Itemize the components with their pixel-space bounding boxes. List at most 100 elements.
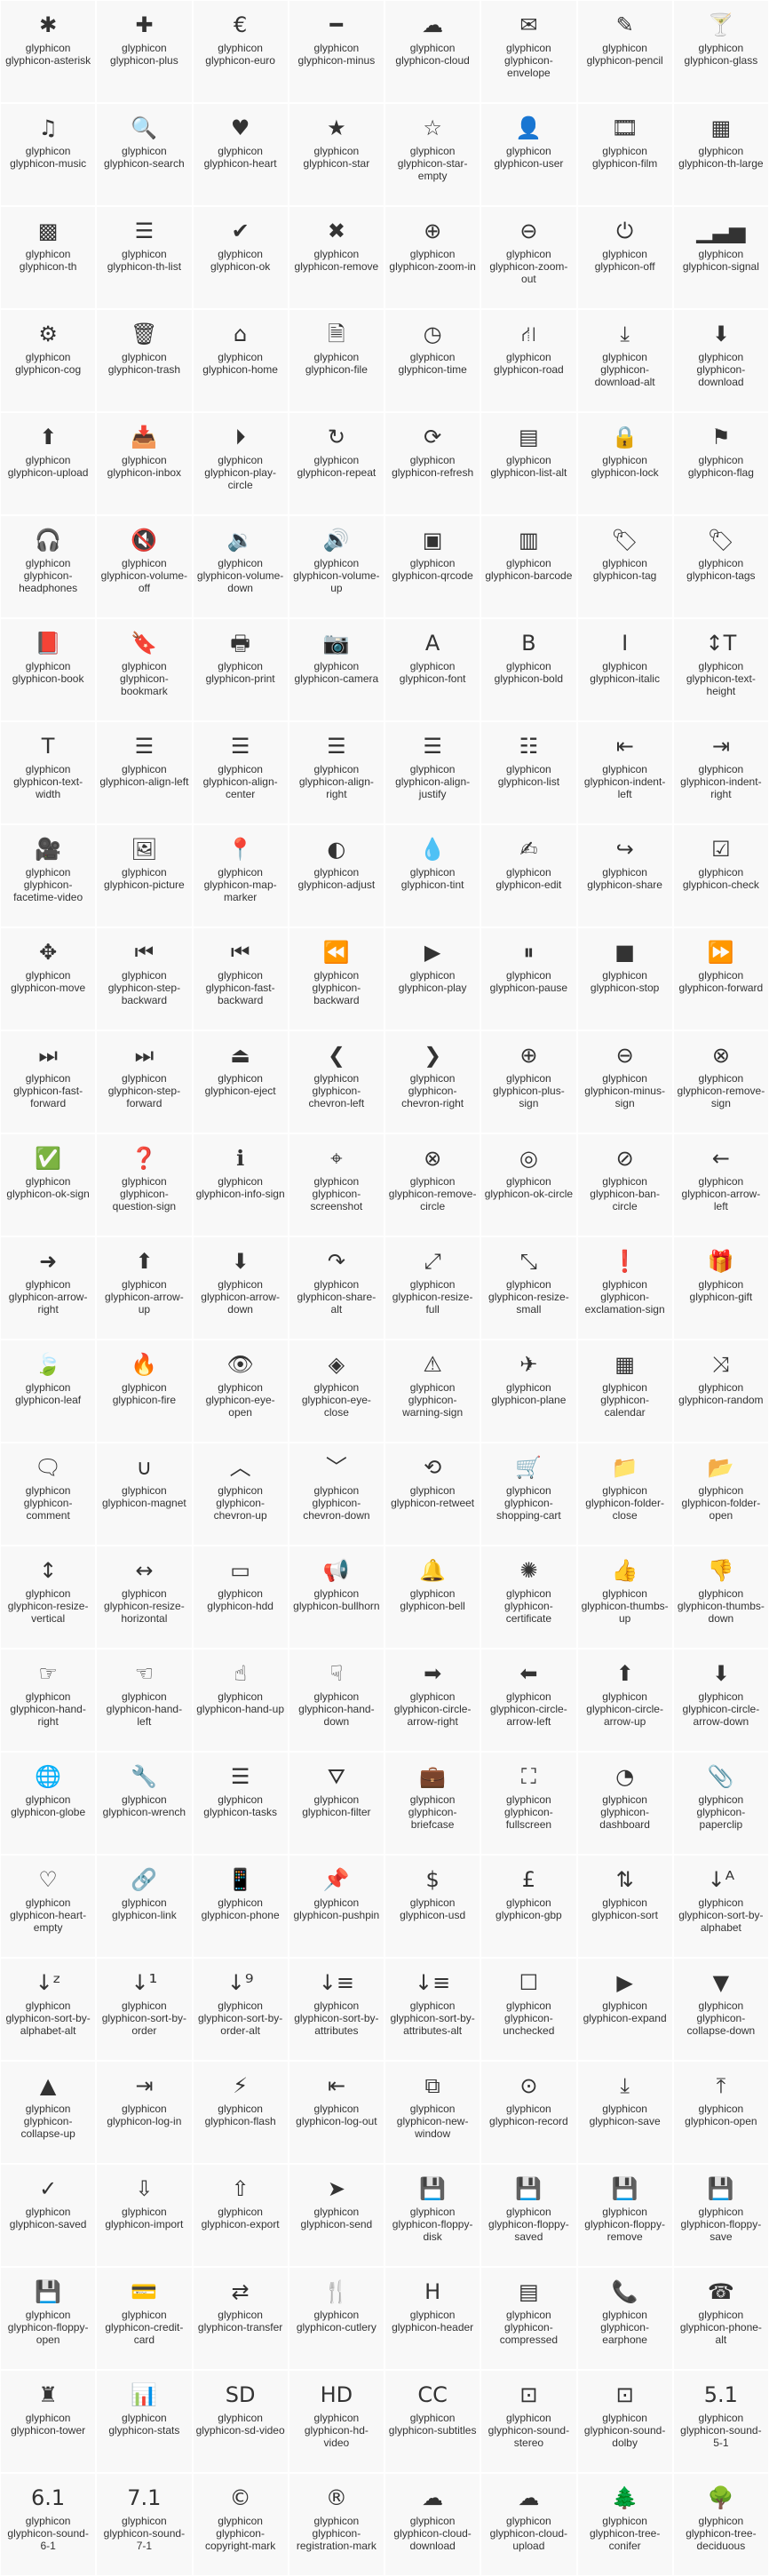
icon-label: glyphicon glyphicon-sd-video — [195, 2412, 285, 2437]
import-icon: ⇩ — [135, 2176, 154, 2201]
icon-label: glyphicon glyphicon-align-center — [202, 763, 278, 800]
facetime-video-icon: 🎥 — [35, 837, 62, 862]
remove-sign-icon: ⊗ — [711, 1043, 730, 1068]
icon-cell: 📁 glyphicon glyphicon-folder-close — [576, 1443, 673, 1546]
icon-label: glyphicon glyphicon-arrow-down — [201, 1278, 280, 1316]
icon-label: glyphicon glyphicon-ban-circle — [590, 1175, 660, 1212]
compressed-icon: ▤ — [519, 2279, 539, 2304]
icon-label: glyphicon glyphicon-barcode — [485, 557, 573, 582]
icon-label: glyphicon glyphicon-phone — [201, 1896, 280, 1921]
icon-cell: ↔ glyphicon glyphicon-resize-horizontal — [96, 1546, 193, 1649]
icon-cell: ★ glyphicon glyphicon-star — [288, 103, 384, 206]
icon-label: glyphicon glyphicon-open — [685, 2103, 757, 2127]
icon-cell: ▶ glyphicon glyphicon-play — [384, 927, 481, 1030]
icon-label: glyphicon glyphicon-text-height — [686, 660, 756, 697]
phone-icon: 📱 — [226, 1867, 254, 1892]
icon-label: glyphicon glyphicon-italic — [590, 660, 660, 685]
icon-label: glyphicon glyphicon-circle-arrow-up — [586, 1690, 663, 1728]
zoom-in-icon: ⊕ — [424, 219, 442, 243]
icon-cell: ⏻ glyphicon glyphicon-off — [576, 206, 673, 309]
text-width-icon: T — [41, 734, 55, 759]
icon-cell: ☰ glyphicon glyphicon-align-right — [288, 721, 384, 824]
icon-cell: 💾 glyphicon glyphicon-floppy-open — [0, 2267, 97, 2370]
collapse-up-icon: ▲ — [39, 2073, 57, 2098]
icon-label: glyphicon glyphicon-sort-by-attributes-a… — [390, 2000, 475, 2037]
icon-label: glyphicon glyphicon-compressed — [499, 2309, 559, 2346]
icon-cell: ◈ glyphicon glyphicon-eye-close — [288, 1340, 384, 1443]
earphone-icon: 📞 — [611, 2279, 638, 2304]
bell-icon: 🔔 — [419, 1558, 447, 1583]
icon-label: glyphicon glyphicon-phone-alt — [679, 2309, 762, 2346]
icon-label: glyphicon glyphicon-play — [398, 969, 467, 994]
icon-cell: ✉ glyphicon glyphicon-envelope — [480, 0, 577, 103]
icon-cell: ♫ glyphicon glyphicon-music — [0, 103, 97, 206]
icon-label: glyphicon glyphicon-pencil — [586, 42, 663, 67]
icon-label: glyphicon glyphicon-adjust — [297, 866, 376, 891]
icon-cell: ⬆ glyphicon glyphicon-upload — [0, 412, 97, 515]
icon-cell: 🗨 glyphicon glyphicon-comment — [0, 1443, 97, 1546]
icon-cell: 7.1 glyphicon glyphicon-sound-7-1 — [96, 2473, 193, 2576]
icon-label: glyphicon glyphicon-chevron-left — [308, 1072, 365, 1109]
time-icon: ◷ — [423, 322, 442, 346]
icon-cell: 💾 glyphicon glyphicon-floppy-save — [672, 2164, 769, 2267]
folder-close-icon: 📁 — [611, 1455, 638, 1480]
icon-cell: 🔖 glyphicon glyphicon-bookmark — [96, 618, 193, 721]
icon-cell: ✔ glyphicon glyphicon-ok — [192, 206, 289, 309]
tree-deciduous-icon: 🌳 — [707, 2485, 734, 2510]
phone-alt-icon: ☎ — [707, 2279, 734, 2304]
share-alt-icon: ↷ — [327, 1249, 345, 1274]
icon-label: glyphicon glyphicon-gbp — [495, 1896, 562, 1921]
circle-arrow-down-icon: ⬇ — [711, 1661, 730, 1686]
icon-label: glyphicon glyphicon-bell — [400, 1587, 465, 1612]
icon-label: glyphicon glyphicon-zoom-in — [389, 248, 476, 273]
icon-label: glyphicon glyphicon-bookmark — [120, 660, 169, 697]
fast-forward-icon: ⏭ — [38, 1043, 58, 1068]
briefcase-icon: 💼 — [419, 1764, 447, 1789]
icon-label: glyphicon glyphicon-align-justify — [395, 763, 471, 800]
icon-label: glyphicon glyphicon-th — [19, 248, 77, 273]
font-icon: A — [424, 631, 440, 656]
leaf-icon: 🍃 — [35, 1352, 62, 1377]
user-icon: 👤 — [515, 115, 543, 140]
sort-by-order-icon: ↓¹ — [131, 1970, 158, 1995]
icon-label: glyphicon glyphicon-cutlery — [296, 2309, 377, 2334]
icon-label: glyphicon glyphicon-euro — [205, 42, 275, 67]
print-icon: 🖶 — [230, 631, 250, 656]
icon-label: glyphicon glyphicon-tags — [686, 557, 756, 582]
ok-icon: ✔ — [231, 219, 250, 243]
file-icon: 🗎 — [328, 322, 345, 346]
icon-cell: ∪ glyphicon glyphicon-magnet — [96, 1443, 193, 1546]
volume-up-icon: 🔊 — [322, 528, 350, 553]
adjust-icon: ◐ — [327, 837, 346, 862]
icon-cell: ▁▃▅ glyphicon glyphicon-signal — [672, 206, 769, 309]
icon-cell: ⊡ glyphicon glyphicon-sound-dolby — [576, 2370, 673, 2473]
floppy-remove-icon: 💾 — [611, 2176, 638, 2201]
icon-cell: ⛛ glyphicon glyphicon-filter — [288, 1752, 384, 1855]
icon-cell: ⏮ glyphicon glyphicon-fast-backward — [192, 927, 289, 1030]
icon-cell: ↓≡ glyphicon glyphicon-sort-by-attributes… — [384, 1958, 481, 2061]
stats-icon: 📊 — [131, 2382, 158, 2407]
signal-icon: ▁▃▅ — [696, 219, 746, 243]
icon-label: glyphicon glyphicon-ok — [210, 248, 271, 273]
align-left-icon: ☰ — [134, 734, 155, 759]
tint-icon: 💧 — [419, 837, 447, 862]
icon-cell: ⤡ glyphicon glyphicon-resize-small — [480, 1236, 577, 1340]
icon-cell: ⤒ glyphicon glyphicon-open — [672, 2061, 769, 2164]
icon-cell: ✓ glyphicon glyphicon-saved — [0, 2164, 97, 2267]
map-marker-icon: 📍 — [226, 837, 254, 862]
retweet-icon: ⟲ — [424, 1455, 442, 1480]
icon-label: glyphicon glyphicon-refresh — [392, 454, 474, 479]
icon-label: glyphicon glyphicon-zoom-out — [489, 248, 568, 285]
new-window-icon: ⧉ — [424, 2073, 440, 2098]
icon-label: glyphicon glyphicon-cloud-download — [393, 2515, 472, 2552]
icon-cell: ⏪ glyphicon glyphicon-backward — [288, 927, 384, 1030]
icon-cell: 🎁 glyphicon glyphicon-gift — [672, 1236, 769, 1340]
icon-cell: 🔇 glyphicon glyphicon-volume-off — [96, 515, 193, 618]
flash-icon: ⚡ — [233, 2073, 249, 2098]
fullscreen-icon: ⛶ — [520, 1764, 536, 1789]
icon-cell: ⤢ glyphicon glyphicon-resize-full — [384, 1236, 481, 1340]
icon-label: glyphicon glyphicon-sound-stereo — [488, 2412, 570, 2449]
icon-cell: ⏭ glyphicon glyphicon-step-forward — [96, 1030, 193, 1133]
